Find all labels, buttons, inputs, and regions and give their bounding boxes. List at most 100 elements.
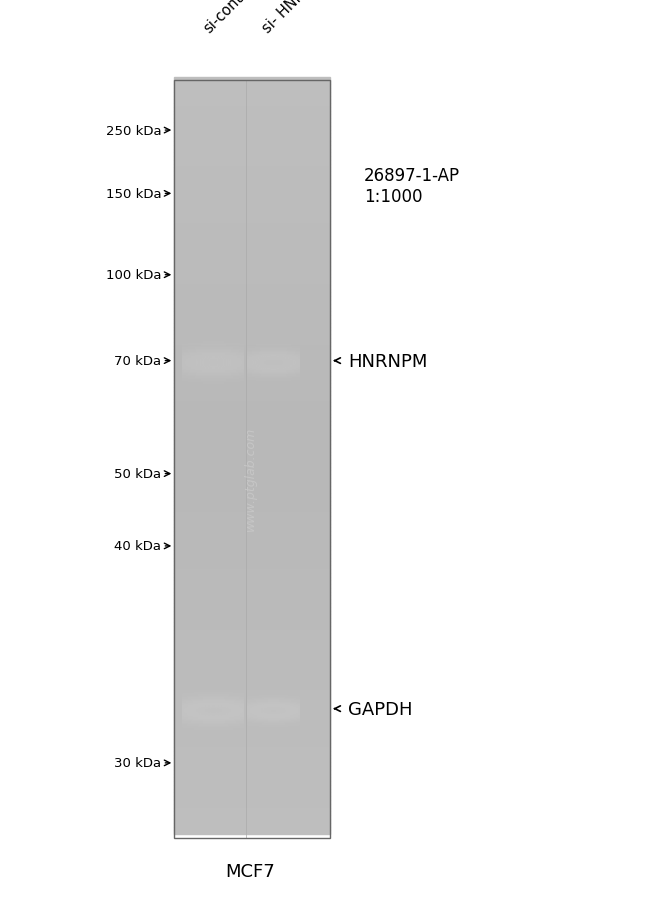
Bar [248, 692, 249, 693]
Bar [230, 707, 231, 708]
Bar [229, 354, 230, 356]
Bar [241, 694, 242, 696]
Bar [200, 323, 201, 325]
Bar [292, 362, 293, 363]
Bar [297, 339, 298, 340]
Bar [201, 705, 202, 707]
Bar [209, 711, 210, 712]
Bar [243, 323, 244, 325]
Bar [219, 692, 220, 694]
Bar [288, 354, 289, 356]
Bar [286, 702, 287, 703]
Bar [210, 330, 211, 331]
Bar [296, 375, 297, 377]
Bar [273, 696, 274, 697]
Bar [272, 736, 273, 738]
Bar [222, 363, 223, 365]
Bar [285, 368, 286, 369]
Bar [229, 749, 230, 750]
Bar [282, 718, 283, 719]
Bar [182, 684, 183, 685]
Bar [237, 730, 238, 731]
Bar [282, 351, 283, 353]
Bar [203, 696, 204, 697]
Bar [200, 402, 201, 403]
Bar [210, 750, 211, 751]
Bar [214, 691, 215, 692]
Bar [258, 732, 259, 734]
Bar [209, 405, 210, 406]
Bar [268, 372, 269, 374]
Bar [253, 701, 254, 702]
Bar [229, 707, 230, 708]
Bar [222, 334, 223, 336]
Bar [249, 693, 250, 694]
Bar [295, 715, 296, 717]
Bar [294, 717, 295, 718]
Bar [258, 694, 259, 695]
Bar [194, 715, 196, 716]
Bar [281, 350, 282, 351]
Bar [250, 691, 251, 692]
Bar [277, 368, 278, 369]
Bar [199, 750, 200, 751]
Bar [278, 715, 279, 717]
Bar [257, 701, 258, 702]
Bar [259, 685, 261, 687]
Bar [219, 326, 220, 328]
Bar [193, 357, 194, 358]
Bar [231, 352, 232, 354]
Bar [204, 386, 205, 387]
Bar [214, 712, 215, 713]
Bar [207, 719, 208, 721]
Bar [254, 742, 255, 743]
Bar [259, 692, 261, 693]
Bar [196, 688, 197, 689]
Bar [224, 743, 225, 745]
Bar [212, 719, 213, 721]
Bar [174, 475, 330, 479]
Bar [267, 325, 268, 327]
Bar [241, 705, 242, 707]
Bar [287, 356, 288, 357]
Bar [207, 671, 208, 672]
Bar [219, 328, 220, 330]
Bar [256, 704, 257, 705]
Bar [258, 739, 259, 740]
Bar [183, 742, 185, 743]
Bar [227, 683, 228, 684]
Bar [295, 695, 296, 696]
Bar [259, 676, 261, 678]
Bar [273, 743, 274, 744]
Bar [270, 728, 271, 730]
Bar [198, 378, 199, 380]
Bar [236, 365, 237, 367]
Bar [285, 736, 286, 738]
Bar [250, 714, 251, 715]
Bar [299, 356, 300, 357]
Bar [187, 683, 188, 684]
Bar [285, 351, 286, 353]
Bar [214, 374, 215, 376]
Bar [211, 743, 212, 745]
Bar [238, 697, 239, 699]
Bar [263, 388, 264, 389]
Bar [174, 138, 330, 142]
Bar [277, 680, 278, 681]
Bar [287, 708, 288, 709]
Bar [203, 740, 204, 742]
Bar [203, 729, 204, 730]
Bar [274, 375, 275, 377]
Bar [187, 732, 188, 734]
Bar [281, 384, 282, 386]
Bar [230, 321, 231, 323]
Bar [241, 684, 242, 685]
Bar [259, 365, 261, 366]
Bar [223, 317, 224, 319]
Bar [265, 339, 266, 340]
Bar [232, 688, 233, 689]
Bar [224, 672, 225, 673]
Bar [197, 683, 198, 684]
Bar [266, 713, 267, 714]
Bar [187, 707, 188, 708]
